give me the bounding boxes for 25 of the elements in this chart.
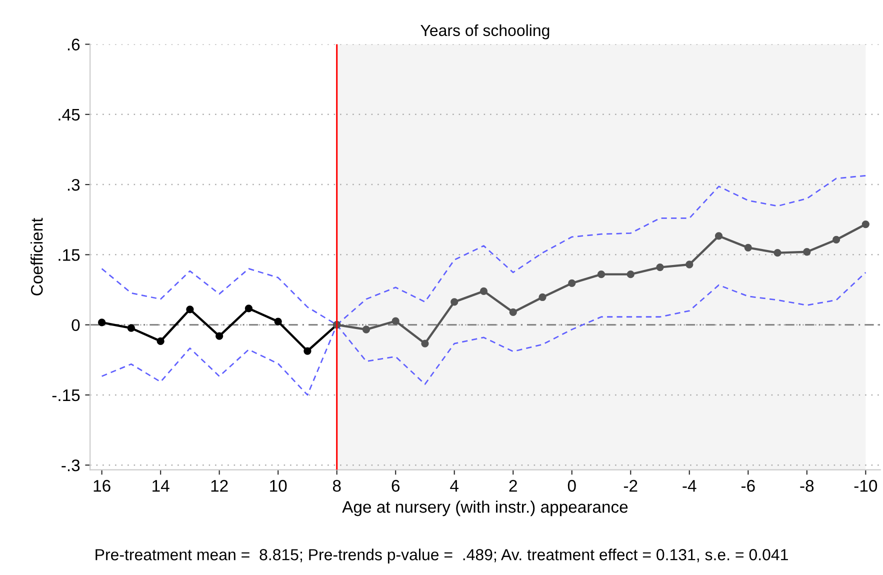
x-tick-label: 2 <box>509 480 517 492</box>
y-tick-label: .15 <box>58 249 80 261</box>
text: Pre-treatment mean = 8.815; Pre-trends p-value = .489; Av. treatment effect = 0.131, s.e. = 0.041 <box>96 548 788 564</box>
y-tick-label: .6 <box>68 38 80 50</box>
y-tick-label: -.15 <box>52 390 80 402</box>
x-axis-title: Age at nursery (with instr.) appearance <box>342 500 628 516</box>
x-tick-label: -4 <box>682 480 696 492</box>
x-tick-label: -8 <box>800 480 814 492</box>
y-tick-label: .3 <box>68 178 80 191</box>
y-tick-label: .45 <box>58 108 80 121</box>
x-tick-label: 10 <box>270 480 287 492</box>
chart-title: Years of schooling <box>420 24 550 40</box>
x-tick-label: 14 <box>152 480 170 492</box>
x-tick-label: -10 <box>854 480 878 492</box>
y-tick-label: 0 <box>72 319 80 332</box>
x-tick-label: 16 <box>94 480 110 492</box>
x-tick-label: 4 <box>450 480 459 492</box>
y-axis-title: Coefficient <box>30 218 43 296</box>
y-tick-label: -.3 <box>62 460 80 472</box>
x-tick-label: -6 <box>741 480 755 492</box>
x-tick-label: 6 <box>392 480 400 492</box>
x-tick-label: 12 <box>211 480 228 492</box>
x-tick-label: 8 <box>332 480 341 492</box>
x-tick-label: -2 <box>624 480 638 492</box>
x-tick-label: 0 <box>568 480 576 492</box>
